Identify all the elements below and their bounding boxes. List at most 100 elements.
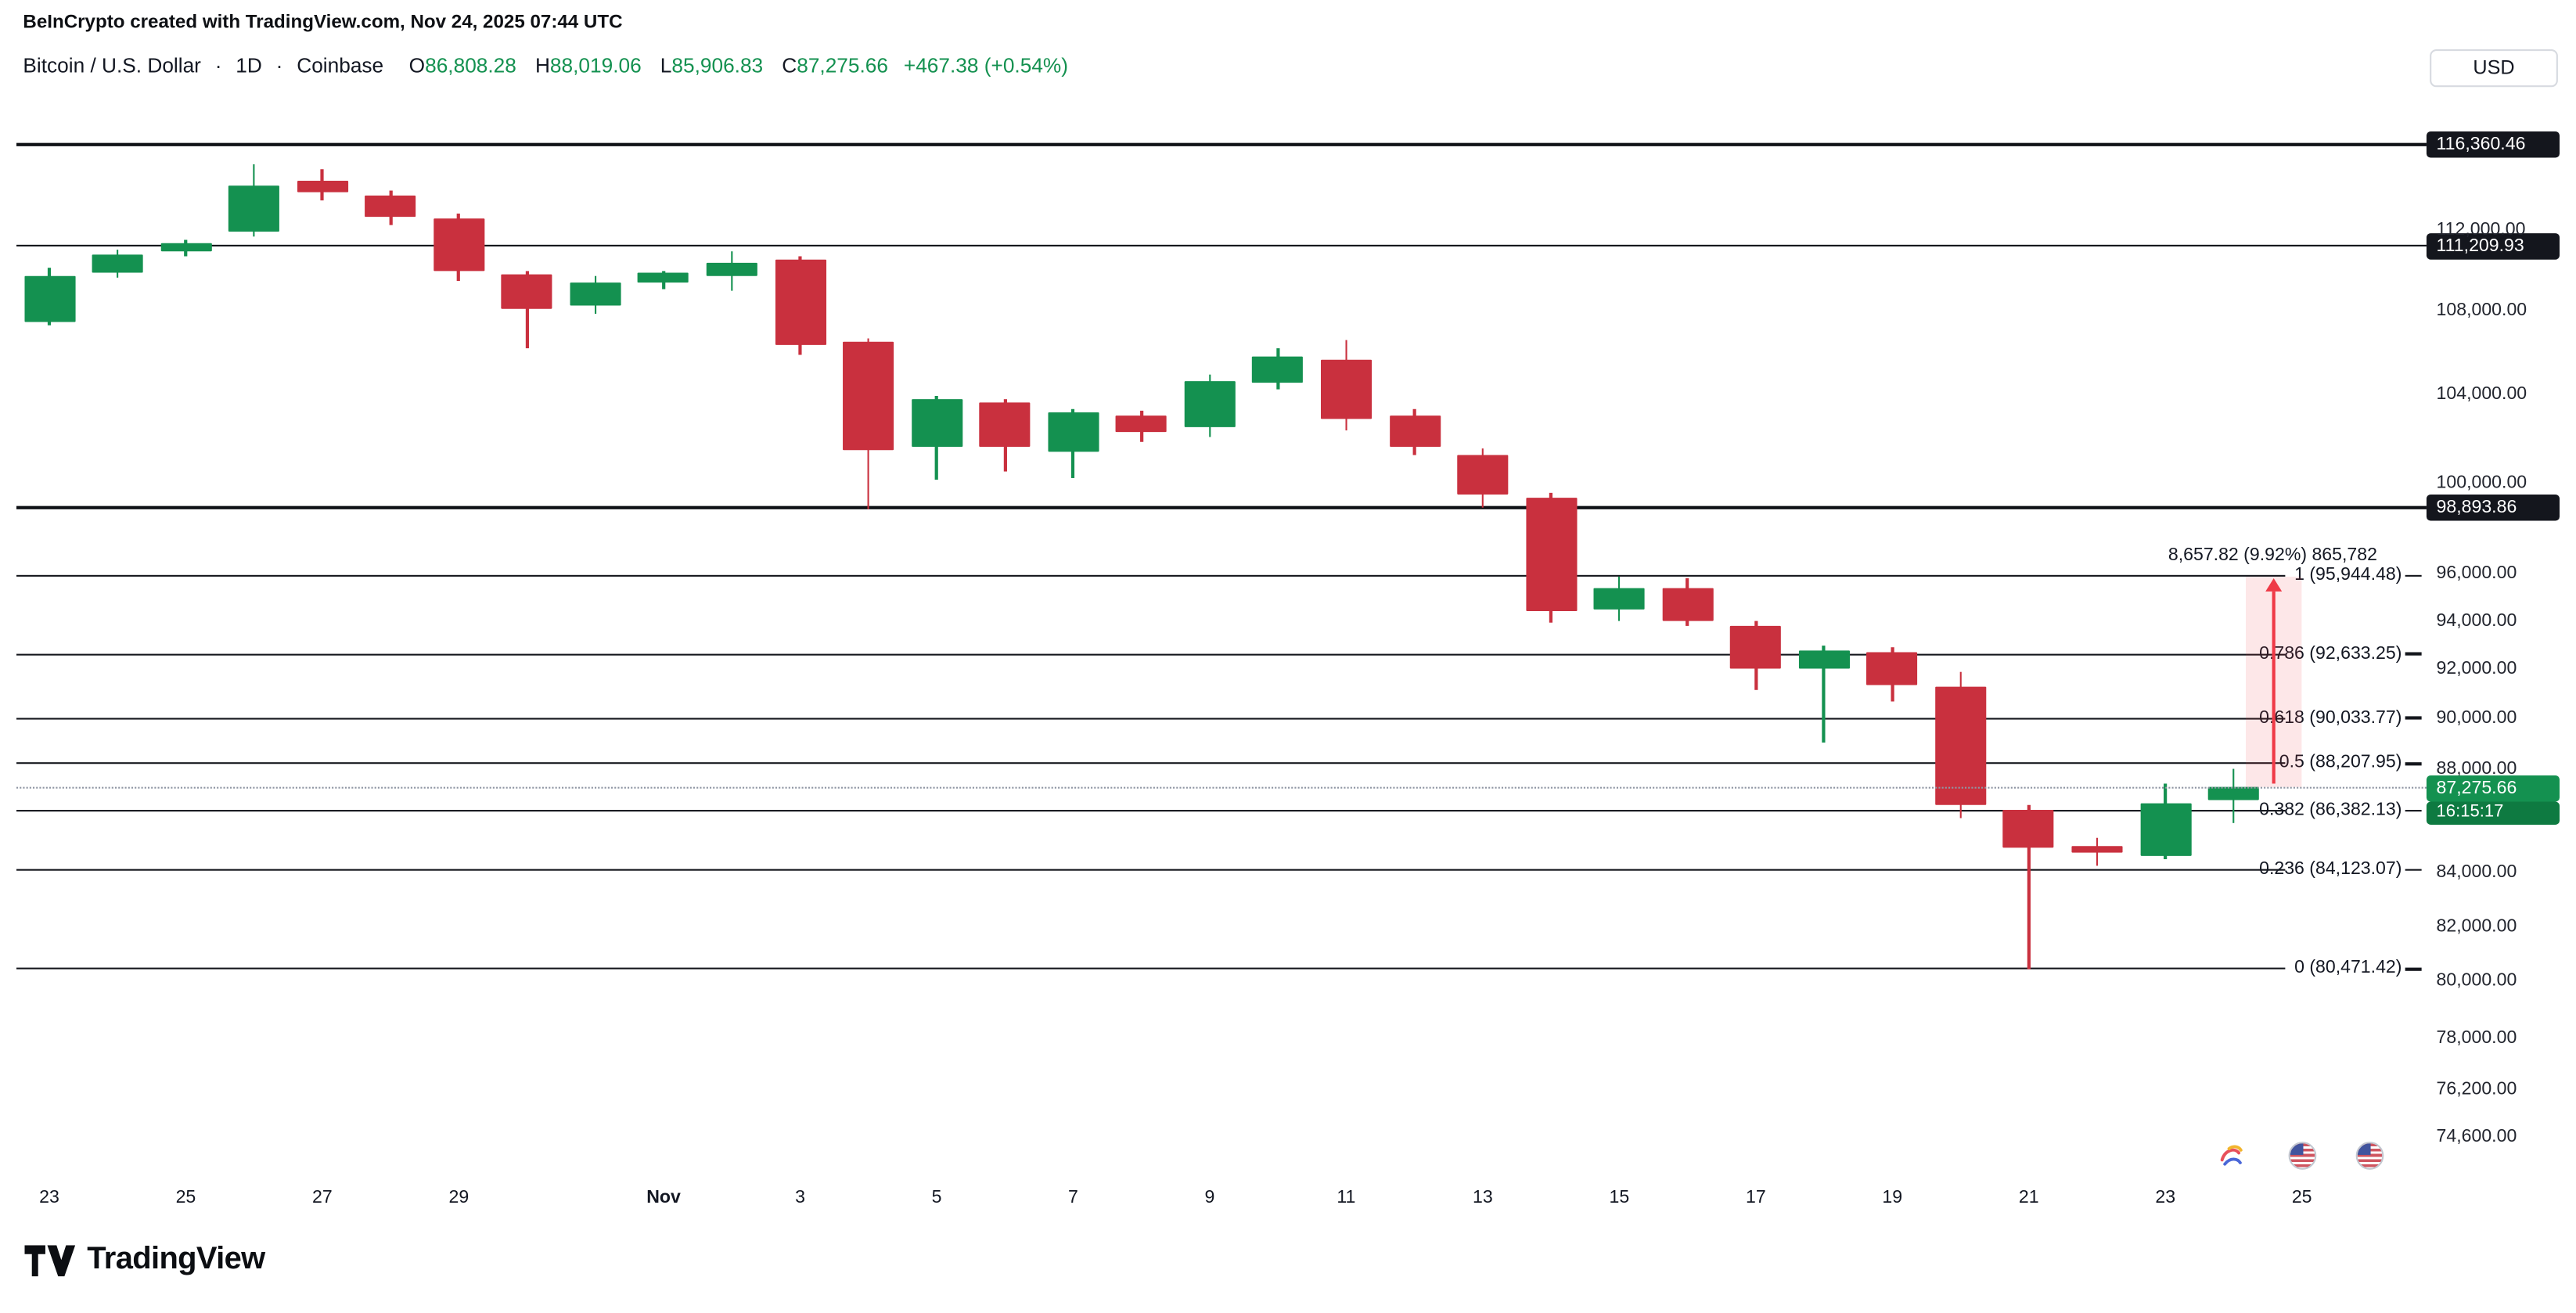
candle [228, 185, 280, 232]
candle [2207, 787, 2259, 800]
candle [979, 402, 1031, 448]
fib-level-label: 0.5 (88,207.95) [2279, 753, 2402, 773]
tradingview-logo[interactable]: TradingView [24, 1242, 265, 1278]
fib-level-line [16, 653, 2286, 656]
time-axis-label: 27 [312, 1187, 333, 1208]
candle [502, 274, 553, 309]
legend-separator: · [275, 54, 283, 77]
fib-level-tick [2405, 716, 2422, 720]
candle [2071, 846, 2123, 853]
currency-toggle-button[interactable]: USD [2430, 49, 2558, 88]
candle [1525, 498, 1577, 612]
fib-level-tick [2405, 653, 2422, 656]
candle [365, 195, 416, 218]
price-axis-label: 108,000.00 [2436, 300, 2527, 321]
key-level-line [16, 244, 2427, 247]
measure-label: 8,657.82 (9.92%) 865,782 [2168, 544, 2377, 565]
candle [570, 282, 621, 306]
price-axis-label: 94,000.00 [2436, 610, 2517, 631]
fib-level-line [16, 968, 2286, 970]
price-axis-badge: 116,360.46 [2426, 131, 2560, 158]
attribution-text: BeInCrypto created with TradingView.com,… [23, 13, 623, 33]
key-level-line [16, 143, 2427, 146]
price-axis-label: 90,000.00 [2436, 707, 2517, 728]
price-axis-label: 92,000.00 [2436, 659, 2517, 679]
flag-canton [2357, 1143, 2371, 1155]
last-price-line [16, 786, 2427, 788]
time-axis-label: Nov [646, 1187, 681, 1208]
candle [1593, 588, 1645, 610]
time-axis-label: 21 [2018, 1187, 2039, 1208]
candle [1798, 650, 1850, 669]
candle [911, 399, 962, 447]
close-label: C [782, 54, 797, 77]
flag-canton [2290, 1143, 2304, 1155]
open-value: 86,808.28 [425, 54, 516, 77]
symbol-exchange[interactable]: Coinbase [297, 54, 384, 77]
candle [2003, 810, 2055, 848]
price-axis-label: 104,000.00 [2436, 384, 2527, 405]
last-price-badge: 87,275.66 [2426, 775, 2560, 802]
candle [433, 218, 484, 272]
time-axis-label: 19 [1882, 1187, 1903, 1208]
candle [775, 259, 826, 345]
us-flag-icon[interactable] [2355, 1142, 2384, 1170]
price-axis-label: 100,000.00 [2436, 472, 2527, 493]
candle [1662, 588, 1714, 621]
time-axis-label: 23 [2155, 1187, 2176, 1208]
measure-arrow-head-icon [2265, 578, 2283, 592]
candle [1457, 455, 1509, 495]
candle [1389, 415, 1441, 447]
price-axis-label: 80,000.00 [2436, 971, 2517, 991]
fib-level-tick [2405, 967, 2422, 970]
symbol-name[interactable]: Bitcoin / U.S. Dollar [23, 54, 201, 77]
us-flag-icon [2355, 1142, 2384, 1170]
candle-wick [1822, 645, 1826, 743]
fib-level-label: 0.618 (90,033.77) [2259, 707, 2402, 728]
price-axis-label: 78,000.00 [2436, 1027, 2517, 1048]
candle [1320, 359, 1372, 419]
legend-separator: · [214, 54, 222, 77]
price-axis-badge: 98,893.86 [2426, 495, 2560, 522]
candle [2139, 803, 2191, 856]
time-axis-label: 29 [448, 1187, 470, 1208]
fib-level-label: 0 (80,471.42) [2294, 958, 2402, 978]
fib-level-label: 0.236 (84,123.07) [2259, 858, 2402, 879]
candle [297, 180, 348, 192]
countdown-badge: 16:15:17 [2426, 801, 2560, 825]
fib-level-tick [2405, 868, 2422, 872]
us-flag-icon[interactable] [2288, 1142, 2317, 1170]
fib-level-line [16, 574, 2286, 577]
time-axis-label: 25 [2291, 1187, 2312, 1208]
price-axis-label: 88,000.00 [2436, 758, 2517, 779]
fib-level-tick [2405, 762, 2422, 765]
candle [843, 341, 894, 451]
candle [1934, 686, 1987, 805]
fib-level-line [16, 717, 2286, 719]
us-flag-icon [2288, 1142, 2317, 1170]
time-axis-label: 25 [175, 1187, 196, 1208]
symbol-legend[interactable]: Bitcoin / U.S. Dollar · 1D · Coinbase O8… [23, 54, 1068, 77]
fib-level-label: 0.382 (86,382.13) [2259, 800, 2402, 820]
key-level-line [16, 506, 2427, 510]
price-axis-label: 82,000.00 [2436, 916, 2517, 937]
time-axis-label: 3 [795, 1187, 805, 1208]
symbol-interval[interactable]: 1D [236, 54, 262, 77]
price-axis-label: 112,000.00 [2436, 219, 2526, 239]
time-axis-label: 11 [1337, 1187, 1356, 1208]
celebration-swirl-icon[interactable] [2218, 1142, 2246, 1170]
candle [1252, 356, 1304, 383]
candle [92, 254, 143, 273]
fib-level-label: 0.786 (92,633.25) [2259, 643, 2402, 664]
fib-level-tick [2405, 574, 2422, 577]
measure-arrow [2272, 590, 2276, 785]
time-axis-label: 9 [1204, 1187, 1215, 1208]
time-axis-label: 13 [1473, 1187, 1493, 1208]
time-axis-label: 23 [39, 1187, 59, 1208]
candle [160, 243, 211, 252]
low-label: L [660, 54, 672, 77]
candle [1730, 625, 1782, 669]
